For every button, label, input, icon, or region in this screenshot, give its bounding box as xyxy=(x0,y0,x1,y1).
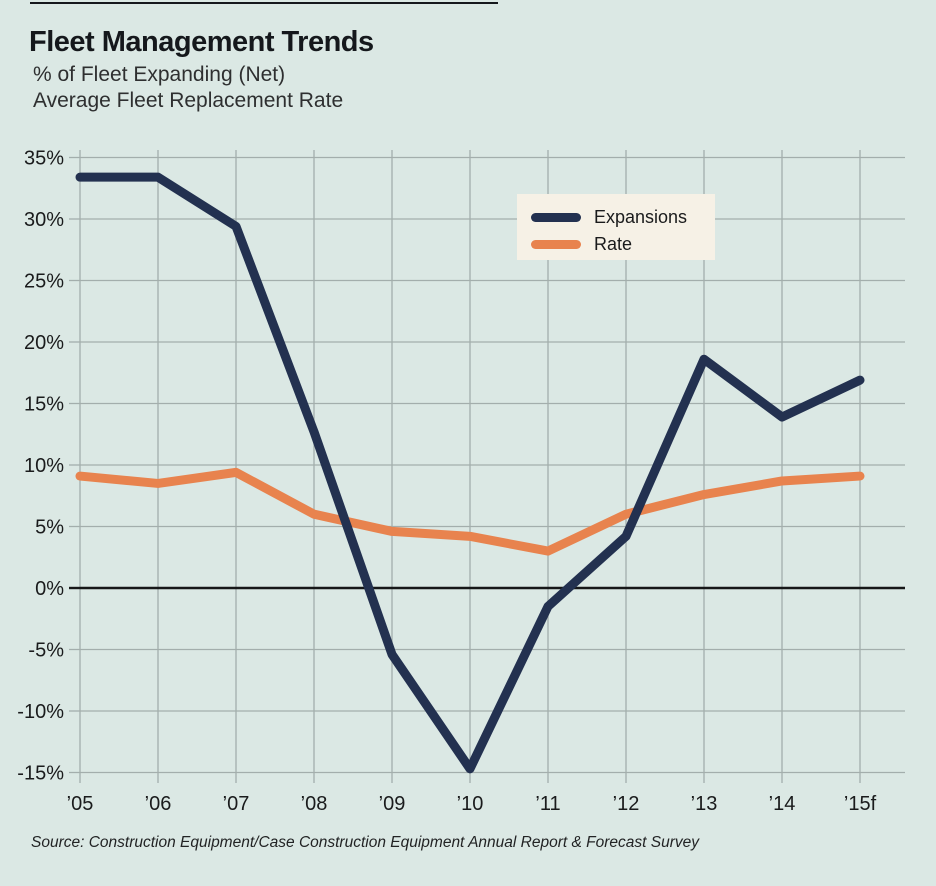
chart-subtitle: % of Fleet Expanding (Net) Average Fleet… xyxy=(33,62,343,114)
y-axis-label: 5% xyxy=(35,517,64,539)
y-axis-label: -5% xyxy=(28,640,64,662)
x-axis-label: ’13 xyxy=(691,793,718,815)
y-axis-label: 0% xyxy=(35,578,64,600)
x-axis-label: ’06 xyxy=(145,793,172,815)
x-axis-label: ’12 xyxy=(613,793,640,815)
subtitle-line-2: Average Fleet Replacement Rate xyxy=(33,89,344,112)
y-axis-label: -15% xyxy=(17,763,64,785)
x-axis-label: ’14 xyxy=(769,793,796,815)
expansions-line-swatch xyxy=(531,213,581,222)
legend-label-rate: Rate xyxy=(594,234,633,254)
source-citation: Source: Construction Equipment/Case Cons… xyxy=(31,834,699,851)
x-axis-label: ’09 xyxy=(379,793,406,815)
y-axis-label: 25% xyxy=(24,271,64,293)
series-line-rate xyxy=(75,467,865,556)
y-axis-label: 20% xyxy=(24,332,64,354)
top-rule xyxy=(30,2,498,4)
x-axis-label: ’10 xyxy=(457,793,484,815)
legend-item-rate: Rate xyxy=(531,234,715,255)
subtitle-line-1: % of Fleet Expanding (Net) xyxy=(33,63,286,86)
legend-label-expansions: Expansions xyxy=(594,207,688,227)
x-axis-label: ’08 xyxy=(301,793,328,815)
rate-line-swatch xyxy=(531,240,581,249)
y-axis-label: 30% xyxy=(24,209,64,231)
chart-legend: Expansions Rate xyxy=(517,194,715,260)
y-axis-label: -10% xyxy=(17,701,64,723)
x-axis-label: ’11 xyxy=(535,793,560,815)
page-title: Fleet Management Trends xyxy=(29,26,374,58)
x-axis-label: ’05 xyxy=(67,793,94,815)
legend-item-expansions: Expansions xyxy=(531,207,715,228)
y-axis-label: 35% xyxy=(24,148,64,170)
series-line-expansions xyxy=(75,172,865,774)
x-axis-label: ’15f xyxy=(844,793,877,815)
y-axis-label: 15% xyxy=(24,394,64,416)
y-axis-label: 10% xyxy=(24,455,64,477)
x-axis-label: ’07 xyxy=(223,793,250,815)
